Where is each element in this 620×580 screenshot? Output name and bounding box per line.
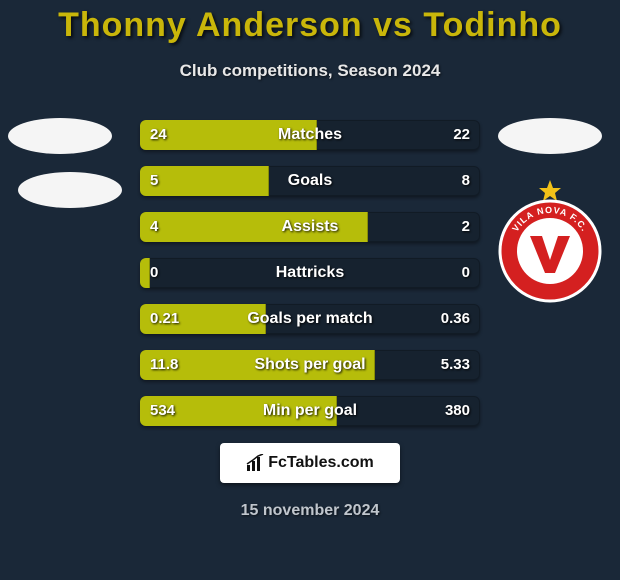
- stat-value-right: 8: [462, 166, 470, 196]
- player1-avatar: [8, 118, 112, 154]
- stat-label: Shots per goal: [140, 350, 480, 380]
- stat-row: 4Assists2: [140, 212, 480, 242]
- stat-label: Min per goal: [140, 396, 480, 426]
- stat-row: 5Goals8: [140, 166, 480, 196]
- player2-avatar: [498, 118, 602, 154]
- star-icon: [539, 180, 561, 201]
- stat-row: 534Min per goal380: [140, 396, 480, 426]
- stat-value-right: 22: [453, 120, 470, 150]
- stat-row: 11.8Shots per goal5.33: [140, 350, 480, 380]
- watermark: FcTables.com: [220, 443, 400, 483]
- stat-label: Goals: [140, 166, 480, 196]
- stat-bars: 24Matches22 5Goals8 4Assists2 0Hattricks0 0.…: [140, 120, 480, 442]
- stat-row: 0.21Goals per match0.36: [140, 304, 480, 334]
- stat-row: 0Hattricks0: [140, 258, 480, 288]
- stat-label: Goals per match: [140, 304, 480, 334]
- stat-value-right: 0.36: [441, 304, 470, 334]
- stat-row: 24Matches22: [140, 120, 480, 150]
- stat-value-right: 2: [462, 212, 470, 242]
- page-title: Thonny Anderson vs Todinho: [0, 0, 620, 45]
- stat-value-right: 5.33: [441, 350, 470, 380]
- club-logo-vila-nova: VILA NOVA F.C.: [490, 178, 610, 303]
- watermark-text: FcTables.com: [268, 454, 374, 472]
- player1-avatar-2: [18, 172, 122, 208]
- stat-label: Hattricks: [140, 258, 480, 288]
- stat-label: Matches: [140, 120, 480, 150]
- stat-label: Assists: [140, 212, 480, 242]
- stat-value-right: 380: [445, 396, 470, 426]
- stat-value-right: 0: [462, 258, 470, 288]
- chart-icon: [246, 454, 264, 472]
- subtitle: Club competitions, Season 2024: [0, 61, 620, 81]
- date-text: 15 november 2024: [0, 502, 620, 520]
